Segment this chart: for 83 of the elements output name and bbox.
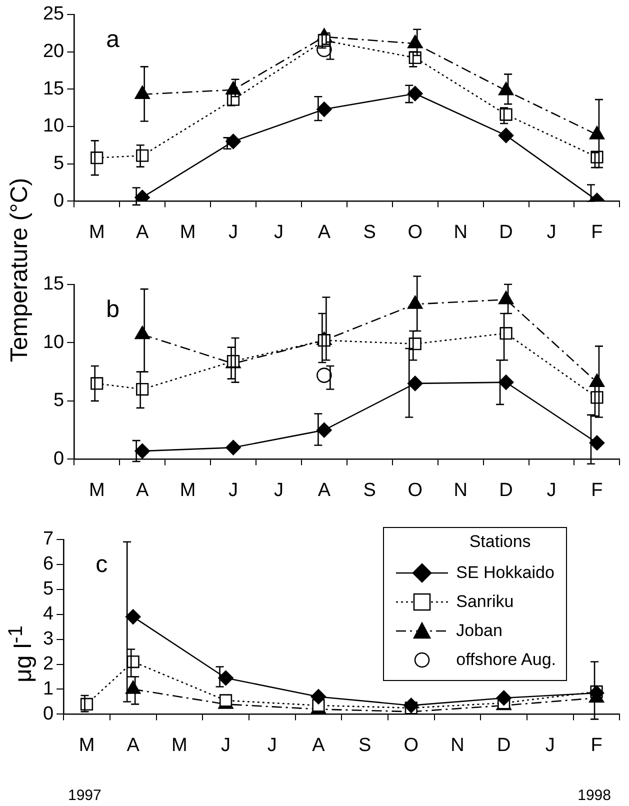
text: b [106, 296, 120, 324]
y-tick-label: 3 [42, 628, 54, 650]
y-tick-label: 0 [42, 703, 54, 724]
x-tick-label: A [318, 480, 331, 501]
x-tick-label: N [454, 480, 468, 501]
x-tick-label: F [591, 480, 603, 501]
point [316, 368, 332, 383]
axis-title: Temperature (°C) [5, 176, 34, 364]
x-tick-label: M [88, 222, 105, 243]
x-tick-label: O [408, 222, 423, 243]
legend-title: Stations [468, 532, 532, 553]
legend-label: SE Hokkaido [456, 562, 554, 582]
x-tick-label: S [363, 222, 376, 243]
point [310, 689, 326, 704]
x-tick-label: D [496, 734, 511, 756]
point [125, 609, 141, 624]
y-tick-label: 5 [42, 578, 54, 600]
point [498, 128, 514, 144]
x-tick-label: S [358, 734, 372, 756]
text: 1997 [68, 787, 102, 804]
y-tick-label: 5 [54, 390, 64, 412]
x-tick-label: J [228, 480, 238, 501]
point [226, 440, 241, 456]
text: c [96, 551, 108, 578]
point [226, 134, 241, 150]
x-tick-label: J [545, 734, 555, 756]
x-tick-label: M [78, 734, 95, 756]
x-tick-label: M [88, 480, 105, 501]
y-tick-label: 7 [42, 528, 54, 550]
x-tick-label: M [172, 734, 188, 756]
legend-label: Joban [456, 620, 502, 640]
x-tick-label: M [180, 222, 196, 243]
point [316, 422, 332, 438]
y-tick-label: 1 [42, 678, 54, 700]
x-tick-label: F [590, 734, 602, 756]
x-tick-label: D [499, 222, 513, 243]
point [589, 435, 605, 451]
x-tick-label: M [180, 480, 196, 501]
y-tick-label: 2 [42, 653, 54, 674]
y-tick-label: 0 [54, 448, 64, 470]
x-tick-label: J [221, 734, 231, 756]
x-tick-label: A [136, 222, 149, 243]
x-tick-label: O [404, 734, 419, 756]
x-tick-label: J [546, 222, 556, 243]
point [498, 374, 514, 390]
y-tick-label: 15 [42, 78, 64, 100]
x-tick-label: J [267, 734, 277, 756]
point [496, 690, 512, 706]
legend-label: offshore Aug. [456, 650, 556, 670]
x-tick-label: J [228, 222, 238, 243]
point [407, 86, 423, 102]
point [404, 698, 419, 714]
text: 1998 [578, 787, 611, 804]
point [316, 102, 332, 117]
point [218, 670, 234, 686]
y-tick-label: 20 [42, 40, 64, 62]
legend-label: Sanriku [456, 592, 514, 612]
y-tick-label: 5 [54, 153, 64, 174]
x-tick-label: F [591, 222, 603, 243]
y-tick-label: 10 [42, 332, 64, 353]
x-tick-label: D [499, 480, 513, 501]
x-tick-label: S [363, 480, 376, 501]
point [500, 108, 512, 121]
x-tick-label: A [312, 734, 326, 756]
point [134, 443, 150, 459]
text: a [106, 26, 120, 54]
y-tick-label: 4 [42, 604, 54, 625]
x-tick-label: N [454, 222, 468, 243]
point [500, 327, 512, 340]
y-tick-label: 25 [42, 4, 64, 25]
x-tick-label: A [136, 480, 149, 501]
x-tick-label: J [546, 480, 556, 501]
y-tick-label: 15 [42, 274, 64, 295]
point [407, 376, 423, 392]
y-tick-label: 0 [54, 190, 64, 212]
x-tick-label: A [126, 734, 140, 756]
x-tick-label: J [274, 222, 284, 243]
y-tick-label: 6 [42, 554, 54, 575]
x-tick-label: A [318, 222, 331, 243]
x-tick-label: J [274, 480, 284, 501]
y-tick-label: 10 [42, 116, 64, 137]
x-tick-label: N [450, 734, 464, 756]
x-tick-label: O [408, 480, 423, 501]
